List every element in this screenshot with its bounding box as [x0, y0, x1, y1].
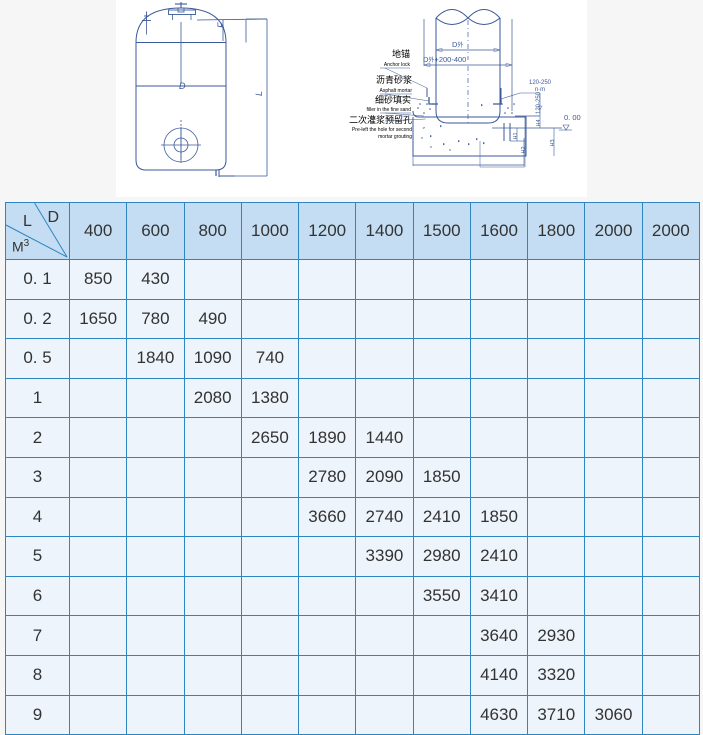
- svg-text:二次灌浆预留孔: 二次灌浆预留孔: [349, 114, 412, 125]
- svg-text:mortar grouting: mortar grouting: [378, 134, 412, 140]
- svg-text:0. 00: 0. 00: [564, 113, 581, 122]
- svg-text:H2: H2: [521, 146, 527, 153]
- svg-text:地锚: 地锚: [392, 48, 410, 59]
- svg-text:D外: D外: [452, 40, 463, 49]
- svg-text:120-250: 120-250: [529, 80, 552, 86]
- svg-text:120-250: 120-250: [536, 91, 542, 114]
- svg-text:F: F: [216, 22, 226, 28]
- svg-text:沥青砂浆: 沥青砂浆: [376, 74, 412, 85]
- svg-text:D: D: [179, 81, 186, 91]
- svg-text:H1: H1: [513, 132, 519, 139]
- svg-text:L: L: [254, 91, 264, 96]
- svg-text:filler in the fine sand: filler in the fine sand: [367, 107, 412, 113]
- svg-text:Asphalt mortar: Asphalt mortar: [379, 88, 412, 94]
- svg-text:D外+200-400: D外+200-400: [423, 55, 466, 64]
- svg-text:细砂填实: 细砂填实: [375, 94, 411, 105]
- svg-text:Pre-left the hole for second: Pre-left the hole for second: [352, 127, 412, 133]
- svg-text:H3: H3: [550, 139, 556, 146]
- svg-text:H4: H4: [536, 119, 542, 126]
- svg-text:Anchor lock: Anchor lock: [384, 62, 411, 68]
- svg-text:n·m: n·m: [535, 87, 545, 93]
